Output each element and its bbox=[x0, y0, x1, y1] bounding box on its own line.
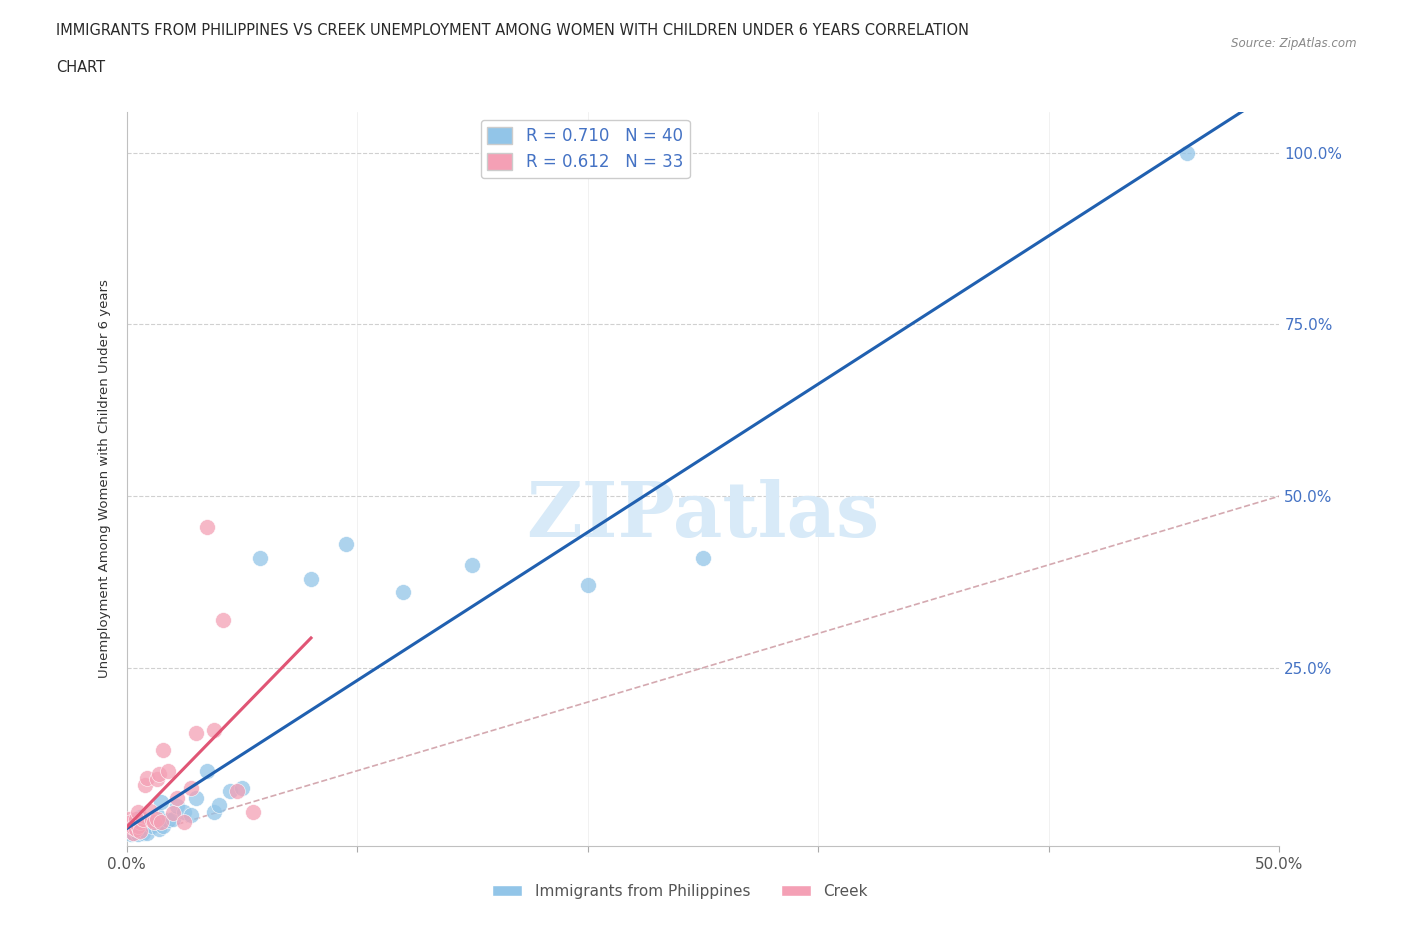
Point bbox=[120, 827, 142, 842]
Point bbox=[184, 790, 207, 805]
Point bbox=[136, 770, 159, 785]
Point bbox=[231, 780, 253, 795]
Point bbox=[122, 825, 145, 840]
Point bbox=[184, 725, 207, 740]
Point bbox=[127, 804, 149, 819]
Point bbox=[208, 798, 231, 813]
Point bbox=[138, 811, 160, 826]
Point bbox=[129, 822, 152, 837]
Point bbox=[145, 811, 167, 826]
Point bbox=[195, 764, 218, 778]
Point bbox=[150, 794, 173, 809]
Point bbox=[157, 813, 180, 828]
Point bbox=[129, 810, 152, 825]
Point bbox=[122, 819, 145, 834]
Point bbox=[148, 766, 170, 781]
Point bbox=[162, 811, 184, 826]
Point bbox=[461, 557, 484, 572]
Point bbox=[212, 612, 235, 627]
Point bbox=[157, 764, 180, 778]
Point bbox=[131, 825, 153, 840]
Point bbox=[127, 811, 149, 826]
Point bbox=[127, 818, 149, 833]
Point bbox=[242, 804, 264, 819]
Point bbox=[143, 815, 166, 830]
Text: CHART: CHART bbox=[56, 60, 105, 75]
Point bbox=[127, 827, 149, 842]
Point bbox=[129, 824, 152, 839]
Point bbox=[125, 824, 148, 839]
Point bbox=[195, 520, 218, 535]
Point bbox=[173, 815, 195, 830]
Point bbox=[136, 825, 159, 840]
Point bbox=[1175, 145, 1198, 160]
Point bbox=[118, 811, 141, 826]
Point bbox=[202, 804, 225, 819]
Point bbox=[152, 743, 174, 758]
Point bbox=[122, 825, 145, 840]
Point bbox=[226, 784, 249, 799]
Point bbox=[150, 815, 173, 830]
Point bbox=[143, 815, 166, 830]
Text: Source: ZipAtlas.com: Source: ZipAtlas.com bbox=[1232, 37, 1357, 50]
Point bbox=[148, 822, 170, 837]
Point bbox=[138, 804, 160, 818]
Point bbox=[335, 537, 357, 551]
Point bbox=[129, 815, 152, 830]
Point bbox=[141, 818, 163, 833]
Point bbox=[299, 571, 322, 586]
Point bbox=[122, 815, 145, 830]
Point bbox=[120, 822, 142, 837]
Point bbox=[692, 551, 714, 565]
Legend: Immigrants from Philippines, Creek: Immigrants from Philippines, Creek bbox=[486, 878, 875, 905]
Point bbox=[166, 790, 188, 805]
Point bbox=[131, 811, 153, 826]
Text: ZIPatlas: ZIPatlas bbox=[526, 479, 880, 552]
Point bbox=[145, 772, 167, 787]
Point bbox=[152, 818, 174, 833]
Point bbox=[145, 808, 167, 823]
Y-axis label: Unemployment Among Women with Children Under 6 years: Unemployment Among Women with Children U… bbox=[97, 280, 111, 678]
Point bbox=[162, 806, 184, 821]
Point bbox=[576, 578, 599, 592]
Point bbox=[219, 784, 242, 799]
Point bbox=[131, 819, 153, 834]
Point bbox=[180, 808, 202, 823]
Point bbox=[125, 811, 148, 826]
Point bbox=[141, 813, 163, 828]
Point bbox=[202, 722, 225, 737]
Point bbox=[134, 777, 156, 792]
Point bbox=[180, 780, 202, 795]
Point bbox=[249, 551, 271, 565]
Point bbox=[173, 804, 195, 819]
Point bbox=[118, 818, 141, 833]
Point bbox=[118, 818, 141, 833]
Point bbox=[120, 815, 142, 830]
Point bbox=[125, 822, 148, 837]
Point bbox=[166, 799, 188, 814]
Text: IMMIGRANTS FROM PHILIPPINES VS CREEK UNEMPLOYMENT AMONG WOMEN WITH CHILDREN UNDE: IMMIGRANTS FROM PHILIPPINES VS CREEK UNE… bbox=[56, 23, 969, 38]
Point bbox=[392, 585, 415, 600]
Point bbox=[134, 815, 156, 830]
